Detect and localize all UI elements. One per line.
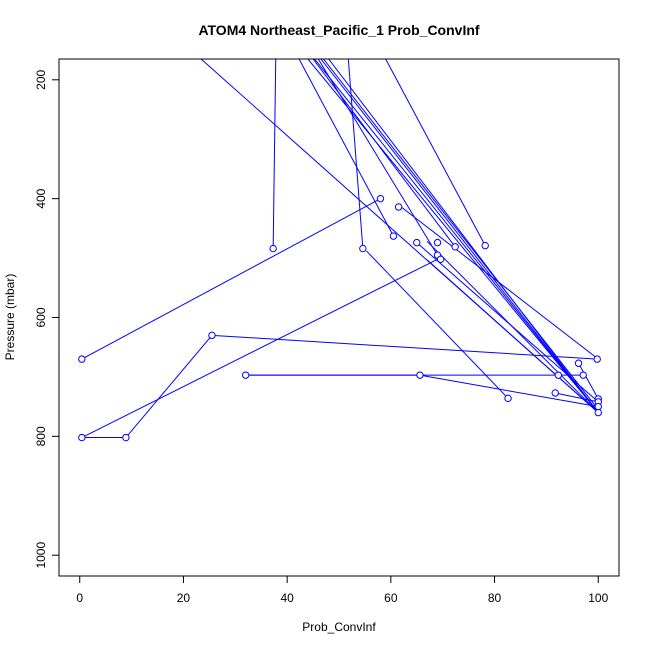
- data-point: [574, 359, 583, 367]
- series-line-segment: [314, 59, 599, 413]
- y-tick-label: 400: [34, 188, 48, 208]
- series-line-segment: [317, 59, 438, 256]
- series-line-segment: [81, 198, 381, 360]
- series-line-segment: [419, 374, 599, 408]
- y-tick-label: 800: [34, 426, 48, 446]
- series-line-segment: [347, 59, 364, 249]
- data-point: [394, 203, 403, 211]
- y-tick-label: 200: [34, 69, 48, 89]
- y-tick-label: 600: [34, 307, 48, 327]
- data-point: [551, 389, 559, 397]
- chart-title: ATOM4 Northeast_Pacific_1 Prob_ConvInf: [198, 22, 479, 38]
- y-axis-label: Pressure (mbar): [3, 274, 17, 361]
- x-tick-label: 40: [280, 591, 294, 605]
- plot-frame: [58, 58, 620, 577]
- series-line-segment: [81, 258, 438, 438]
- series-line-segment: [125, 335, 213, 438]
- data-point: [504, 394, 512, 403]
- series-line-segment: [426, 259, 599, 413]
- plot-area: [78, 59, 602, 442]
- data-point: [554, 371, 563, 379]
- series-line-segment: [416, 242, 599, 403]
- data-point: [359, 244, 367, 253]
- series-line-segment: [320, 59, 599, 413]
- series-line-segment: [272, 59, 277, 249]
- x-tick-label: 80: [488, 591, 502, 605]
- series-line-segment: [555, 392, 599, 403]
- series-line-segment: [307, 59, 599, 413]
- data-point: [451, 243, 459, 251]
- data-point: [389, 232, 398, 240]
- y-tick-label: 1000: [34, 542, 48, 569]
- data-point: [579, 371, 587, 379]
- data-point: [376, 194, 385, 203]
- data-point: [413, 238, 421, 247]
- data-point: [594, 408, 602, 417]
- x-tick-label: 20: [177, 591, 191, 605]
- data-point: [436, 255, 445, 263]
- x-tick-label: 0: [76, 591, 83, 605]
- y-axis: 200 400 600 800 1000: [34, 69, 60, 569]
- series-line-segment: [328, 59, 599, 413]
- series-line-segment: [312, 59, 456, 248]
- x-tick-label: 100: [588, 591, 608, 605]
- data-point: [241, 371, 250, 379]
- data-point: [122, 433, 130, 442]
- series-line-segment: [366, 250, 509, 399]
- data-point: [481, 241, 489, 250]
- series-line-segment: [385, 59, 486, 246]
- data-point: [416, 371, 424, 379]
- series-line-segment: [323, 59, 599, 410]
- data-point: [208, 331, 216, 340]
- x-axis-label: Prob_ConvInf: [302, 620, 376, 634]
- data-point: [433, 238, 442, 247]
- x-tick-label: 60: [384, 591, 398, 605]
- data-point: [78, 355, 86, 363]
- series-line-segment: [578, 363, 599, 400]
- data-point: [594, 402, 602, 411]
- data-point: [78, 433, 86, 442]
- data-point: [593, 355, 601, 363]
- data-point: [269, 244, 277, 253]
- x-axis: 0 20 40 60 80 100: [76, 575, 609, 605]
- series-line-segment: [298, 59, 394, 237]
